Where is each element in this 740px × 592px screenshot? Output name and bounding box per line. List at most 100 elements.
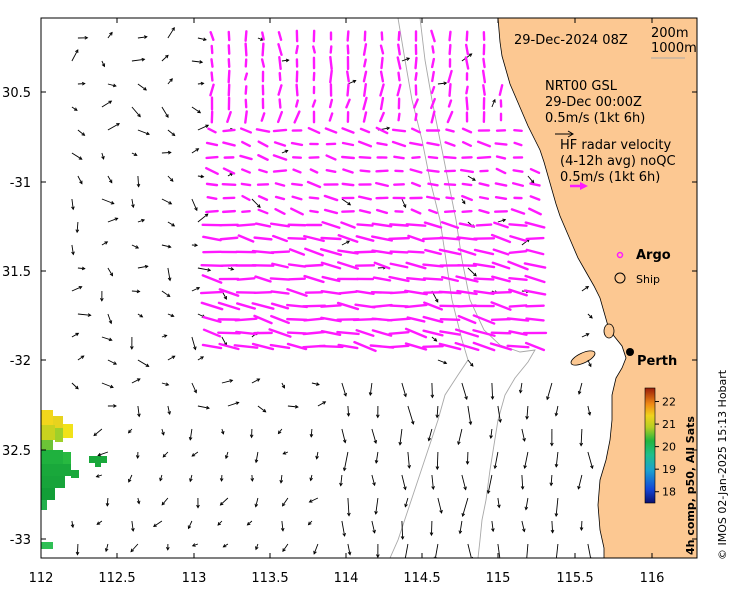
hf-vector <box>199 290 225 295</box>
hf-vector <box>508 249 528 255</box>
model-vector <box>137 83 147 91</box>
model-vector <box>227 267 234 270</box>
model-vector <box>497 543 501 558</box>
model-vector-head <box>587 411 592 416</box>
hf-vector <box>325 168 337 174</box>
model-vector-head <box>473 272 477 277</box>
hf-vector <box>337 343 359 350</box>
model-vector-head <box>254 459 259 464</box>
hf-vector <box>473 248 495 256</box>
model-vector-head <box>193 346 197 351</box>
hf-vector <box>524 341 546 352</box>
hf-vector <box>362 43 368 56</box>
model-vector-head <box>200 356 205 360</box>
model-vector-head <box>113 404 117 408</box>
model-vector-head <box>171 223 176 227</box>
hf-vector <box>291 182 303 187</box>
hf-vector <box>373 261 391 270</box>
model-vector-head <box>219 501 224 506</box>
hf-vector <box>413 98 419 109</box>
hf-vector <box>324 127 338 134</box>
model-vector-head <box>342 467 347 472</box>
model-vector-head <box>109 272 114 277</box>
hf-vector <box>472 341 496 352</box>
hf-vector <box>239 127 253 134</box>
model-vector-head <box>346 240 351 244</box>
model-vector-head <box>95 474 100 478</box>
hf-vector <box>341 141 355 147</box>
model-vector <box>437 497 443 514</box>
hf-vector <box>302 330 326 336</box>
model-vector <box>282 497 289 507</box>
model-vector <box>527 175 535 184</box>
hf-vector <box>375 169 389 173</box>
hf-vector <box>389 223 409 227</box>
model-vector-head <box>80 355 85 359</box>
hf-vector <box>209 83 215 97</box>
hf-vector <box>234 317 258 322</box>
model-vector-head <box>191 543 196 547</box>
hf-vector <box>443 182 457 187</box>
hf-vector <box>219 236 239 241</box>
hf-vector <box>528 207 542 216</box>
legend-1000m: 1000m <box>651 41 697 56</box>
model-vector <box>497 219 506 223</box>
model-vector-head <box>135 245 140 249</box>
imos-credit: © IMOS 02-Jan-2025 15:13 Hobart <box>716 369 729 560</box>
model-vector <box>467 175 476 181</box>
hf-vector <box>440 221 460 229</box>
model-vector <box>107 123 120 131</box>
model-vector <box>521 238 530 246</box>
model-vector-head <box>523 465 527 470</box>
model-vector-head <box>490 396 495 400</box>
model-vector-head <box>463 486 467 491</box>
hf-vector <box>404 327 428 339</box>
model-vector-head <box>352 79 357 84</box>
hf-vector <box>308 196 320 200</box>
model-vector-head <box>127 429 132 434</box>
model-vector <box>189 428 193 440</box>
hf-vector <box>362 111 368 123</box>
hf-radar-vectors <box>199 29 548 353</box>
model-vector <box>404 497 409 507</box>
hf-vector <box>388 236 410 241</box>
hf-vector <box>244 110 248 124</box>
hf-vector <box>356 223 374 227</box>
model-vector <box>587 359 592 367</box>
model-vector <box>371 474 376 486</box>
model-vector <box>343 451 349 471</box>
hf-vector <box>404 289 428 296</box>
model-vector <box>521 520 525 532</box>
model-vector <box>281 59 289 62</box>
model-vector-head <box>522 528 526 533</box>
model-vector <box>107 175 113 183</box>
model-vector-head <box>579 527 584 531</box>
model-vector <box>130 543 139 552</box>
model-vector-head <box>206 405 210 410</box>
model-vector-head <box>112 83 117 88</box>
hf-vector <box>441 275 459 283</box>
model-vector <box>197 356 204 361</box>
model-vector <box>491 520 494 532</box>
model-vector-head <box>143 87 147 91</box>
model-vector <box>131 244 139 249</box>
model-vector-head <box>404 503 408 508</box>
model-vector <box>71 152 83 160</box>
model-vector-head <box>457 441 461 446</box>
model-vector <box>128 474 133 483</box>
model-vector-head <box>100 298 104 302</box>
hf-vector <box>461 209 473 214</box>
hf-vector <box>202 235 222 242</box>
hf-vector <box>506 317 530 322</box>
hf-vector <box>473 277 495 281</box>
model-vector <box>578 382 583 395</box>
hf-vector <box>443 155 457 160</box>
hf-vector <box>329 45 333 54</box>
model-vector-head <box>146 131 150 136</box>
hf-vector <box>493 221 509 229</box>
model-vector <box>167 405 171 415</box>
model-vector <box>437 82 447 85</box>
model-vector-head <box>431 486 435 490</box>
model-vector-head <box>105 502 110 507</box>
model-vector <box>77 129 85 136</box>
